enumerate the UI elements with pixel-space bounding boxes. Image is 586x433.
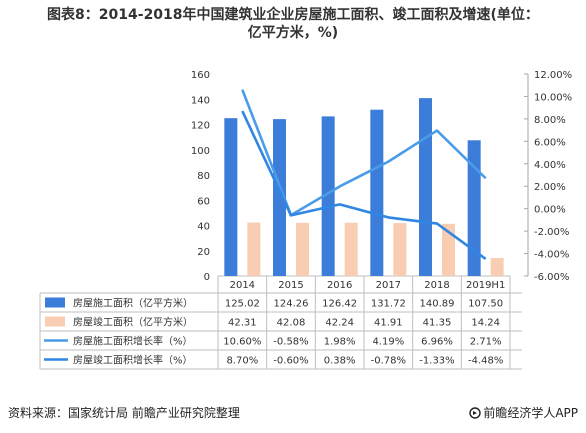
bar-construction-area — [370, 109, 384, 277]
legend-series-name: 房屋施工面积（亿平方米） — [73, 297, 193, 310]
data-table-group: 2014 2015 2016 2017 2018 2019H1 房屋施工面积（亿平方米） 12… — [39, 276, 522, 370]
data-table-value: 124.26 — [274, 299, 309, 310]
data-table-value: 42.31 — [228, 318, 257, 329]
data-table-value: 42.08 — [277, 318, 306, 329]
bar-completed-area — [247, 222, 261, 276]
brand-logo-icon — [469, 407, 482, 419]
data-table-value: -0.58% — [273, 337, 308, 348]
data-table-value: 10.60% — [223, 337, 261, 348]
brand-label: 前瞻经济学人APP — [469, 404, 578, 421]
chart-title: 图表8：2014-2018年中国建筑业企业房屋施工面积、竣工面积及增速(单位： … — [0, 6, 586, 42]
data-table-value: 14.24 — [471, 318, 500, 329]
y-left-tick-label: 120 — [191, 121, 210, 132]
x-tick-label: 2015 — [278, 280, 303, 291]
brand-text: 前瞻经济学人APP — [483, 406, 578, 420]
data-table-value: -0.60% — [273, 356, 308, 367]
y-left-tick-label: 40 — [197, 222, 210, 233]
y-right-tick-label: 6.00% — [534, 137, 566, 148]
data-table-value: 41.35 — [423, 318, 452, 329]
data-table-value: 125.02 — [225, 299, 260, 310]
chart-title-line-2: 亿平方米，%) — [247, 25, 339, 41]
bars-group — [224, 98, 504, 277]
x-tick-label: 2014 — [230, 280, 255, 291]
y-right-tick-label: 8.00% — [534, 115, 566, 126]
y-left-tick-label: 20 — [197, 247, 210, 258]
data-table-value: 8.70% — [226, 356, 258, 367]
legend-swatch — [45, 316, 65, 327]
data-table-value: 4.19% — [372, 337, 404, 348]
bar-completed-area — [344, 222, 358, 276]
data-table-value: 0.38% — [324, 356, 356, 367]
legend-swatch — [45, 297, 65, 308]
bar-construction-area — [419, 98, 432, 276]
bar-construction-area — [273, 119, 286, 276]
y-left-tick-label: 0 — [204, 272, 210, 283]
bar-completed-area — [393, 223, 407, 276]
y-left-tick-label: 160 — [191, 70, 210, 81]
source-note: 资料来源：国家统计局 前瞻产业研究院整理 — [8, 406, 240, 420]
data-table-value: 42.24 — [325, 318, 354, 329]
x-tick-label: 2019H1 — [466, 280, 505, 291]
bar-construction-area — [467, 140, 481, 276]
y-left-tick-label: 100 — [191, 146, 210, 157]
y-right-tick-label: 10.00% — [534, 92, 572, 103]
data-table-value: 6.96% — [421, 337, 453, 348]
y-right-tick-label: 2.00% — [534, 182, 566, 193]
data-table-value: 140.89 — [420, 299, 455, 310]
lines-group — [241, 89, 487, 260]
line-construction-growth — [241, 89, 487, 217]
y-left-tick-label: 60 — [197, 196, 210, 207]
bar-completed-area — [296, 222, 309, 276]
legend-series-name: 房屋施工面积增长率（%） — [73, 335, 193, 348]
bar-completed-area — [442, 223, 455, 276]
x-tick-label: 2017 — [376, 280, 401, 291]
y-right-tick-label: -4.00% — [534, 250, 569, 261]
y-left-tick-label: 140 — [191, 95, 210, 106]
data-table-value: -0.78% — [371, 356, 406, 367]
data-table-value: 2.71% — [470, 337, 502, 348]
axes-group: 0 20 40 60 80 100 120 140 160 -6.00% -4.00% -2.00% 0… — [191, 70, 572, 283]
line-completed-growth — [241, 110, 487, 260]
data-table-value: -1.33% — [419, 356, 454, 367]
y-left-tick-label: 80 — [197, 171, 210, 182]
legend-series-name: 房屋竣工面积（亿平方米） — [73, 316, 193, 329]
y-right-tick-label: -6.00% — [534, 272, 569, 283]
bar-construction-area — [321, 116, 335, 277]
x-tick-label: 2018 — [424, 280, 449, 291]
data-table-value: 131.72 — [371, 299, 406, 310]
y-right-tick-label: 0.00% — [534, 205, 566, 216]
data-table-value: 107.50 — [468, 299, 503, 310]
y-right-tick-label: 4.00% — [534, 160, 566, 171]
data-table-value: 1.98% — [324, 337, 356, 348]
data-table-value: 126.42 — [322, 299, 357, 310]
legend-series-name: 房屋竣工面积增长率（%） — [73, 354, 193, 367]
data-table-value: 41.91 — [374, 318, 403, 329]
x-tick-label: 2016 — [327, 280, 352, 291]
data-table-value: -4.48% — [468, 356, 503, 367]
bar-completed-area — [490, 258, 504, 276]
y-right-tick-label: -2.00% — [534, 227, 569, 238]
chart-title-line-1: 图表8：2014-2018年中国建筑业企业房屋施工面积、竣工面积及增速(单位： — [47, 7, 539, 23]
y-right-tick-label: 12.00% — [534, 70, 572, 81]
bar-construction-area — [224, 118, 238, 276]
